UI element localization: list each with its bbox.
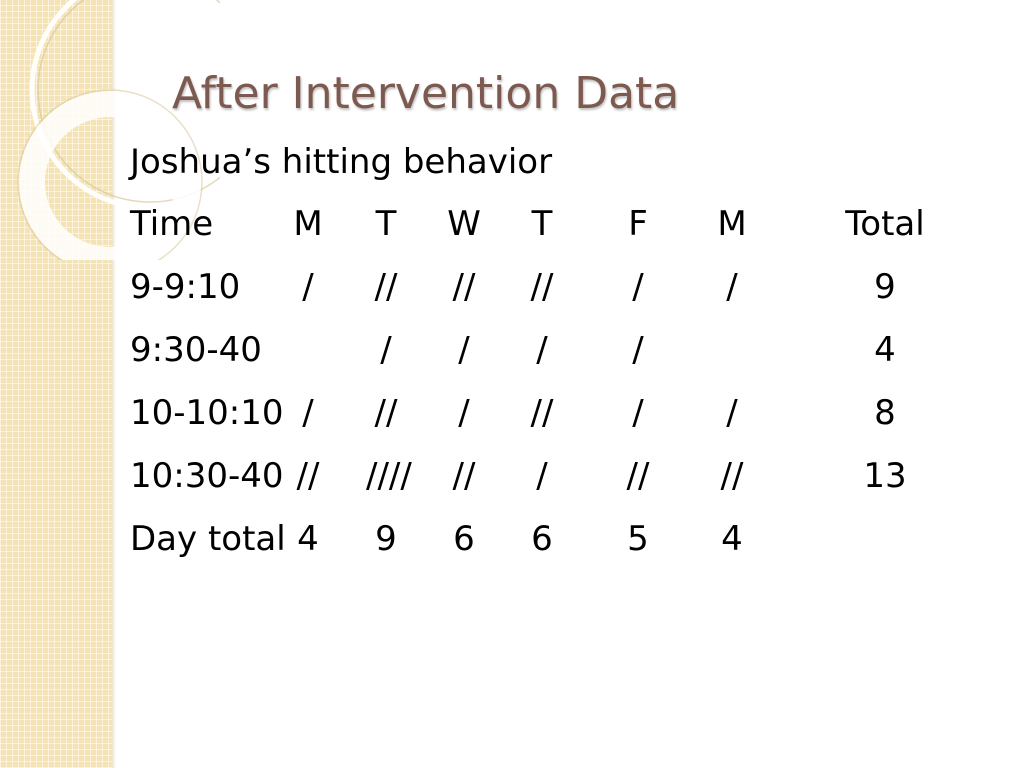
tally-cell: / — [632, 393, 644, 433]
tally-cell: / — [302, 267, 314, 307]
tally-cell: // — [720, 456, 744, 496]
day-total-cell: 6 — [531, 519, 553, 559]
tally-cell: / — [726, 393, 738, 433]
tally-cell: // — [374, 393, 398, 433]
table-row-day-total: Day total 4 9 6 6 5 4 — [130, 517, 950, 580]
row-total-cell: 4 — [874, 330, 896, 370]
row-time-cell: 9-9:10 — [130, 267, 241, 307]
day-total-label: Day total — [130, 519, 286, 559]
circle-rings-icon — [17, 0, 220, 260]
tally-cell: // — [296, 456, 320, 496]
tally-cell: // — [374, 267, 398, 307]
row-total-cell: 8 — [874, 393, 896, 433]
slide-title: After Intervention Data — [172, 68, 680, 119]
tally-cell: // — [530, 267, 554, 307]
side-band-edge — [112, 0, 116, 768]
table-row: 9-9:10 / // // // / / 9 — [130, 265, 950, 328]
row-total-cell: 13 — [863, 456, 907, 496]
header-cell-friday: F — [628, 204, 648, 244]
tally-cell: / — [632, 267, 644, 307]
table-row: 9:30-40 / / / / 4 — [130, 328, 950, 391]
tally-header-row: Time M T W T F M Total — [130, 202, 950, 265]
table-row: 10-10:10 / // / // / / 8 — [130, 391, 950, 454]
header-cell-thursday: T — [531, 204, 553, 244]
row-total-cell: 9 — [874, 267, 896, 307]
row-time-cell: 10:30-40 — [130, 456, 284, 496]
header-cell-tuesday: T — [375, 204, 397, 244]
table-row: 10:30-40 // //// // / // // 13 — [130, 454, 950, 517]
day-total-cell: 4 — [721, 519, 743, 559]
tally-cell: / — [458, 330, 470, 370]
day-total-cell: 5 — [627, 519, 649, 559]
tally-cell: // — [452, 267, 476, 307]
header-cell-monday-2: M — [717, 204, 747, 244]
tally-table: Time M T W T F M Total 9-9:10 / // // //… — [130, 202, 950, 580]
tally-cell: // — [530, 393, 554, 433]
row-time-cell: 10-10:10 — [130, 393, 284, 433]
slide-subtitle: Joshua’s hitting behavior — [130, 142, 553, 182]
tally-cell: / — [726, 267, 738, 307]
tally-cell: // — [452, 456, 476, 496]
day-total-cell: 4 — [297, 519, 319, 559]
day-total-cell: 9 — [375, 519, 397, 559]
tally-cell: // — [626, 456, 650, 496]
tally-cell: / — [536, 330, 548, 370]
header-cell-monday: M — [293, 204, 323, 244]
header-cell-wednesday: W — [447, 204, 481, 244]
header-cell-time: Time — [130, 204, 214, 244]
tally-cell: / — [536, 456, 548, 496]
tally-cell: / — [302, 393, 314, 433]
row-time-cell: 9:30-40 — [130, 330, 262, 370]
tally-cell: / — [632, 330, 644, 370]
tally-cell: / — [458, 393, 470, 433]
day-total-cell: 6 — [453, 519, 475, 559]
header-cell-total: Total — [845, 204, 925, 244]
tally-cell: / — [380, 330, 392, 370]
tally-cell: //// — [366, 456, 412, 496]
